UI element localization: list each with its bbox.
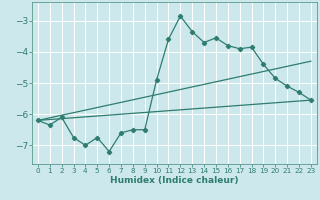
X-axis label: Humidex (Indice chaleur): Humidex (Indice chaleur) <box>110 176 239 185</box>
